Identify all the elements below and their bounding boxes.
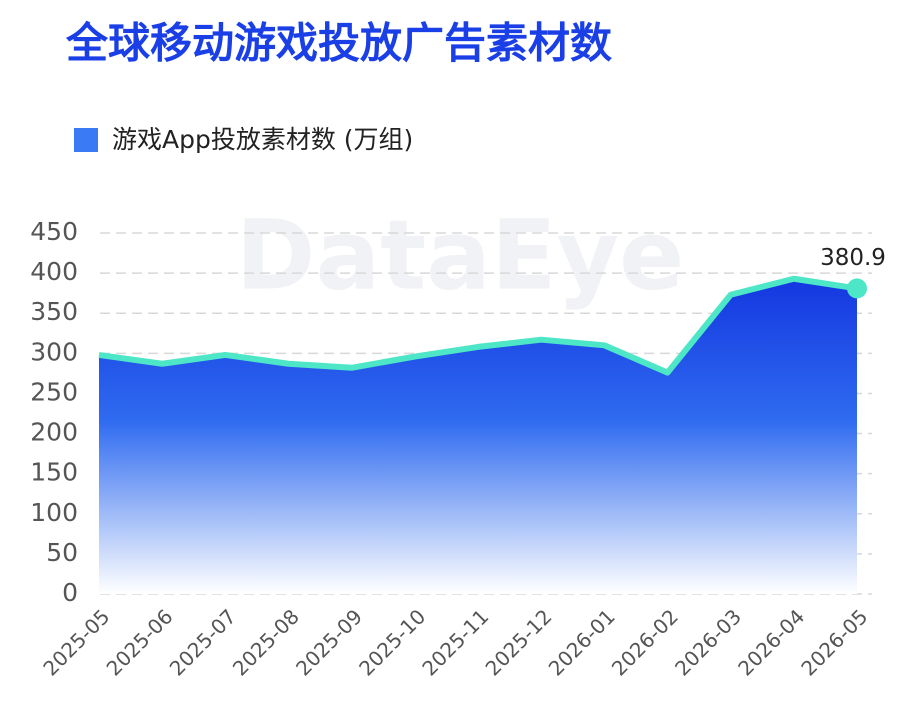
y-tick-label: 0 — [62, 578, 78, 607]
x-tick-label: 2025-11 — [417, 604, 493, 680]
y-tick-label: 250 — [30, 377, 78, 406]
area-line — [98, 275, 858, 376]
y-tick-label: 450 — [30, 217, 78, 246]
x-tick-label: 2026-04 — [733, 604, 809, 680]
x-tick-label: 2025-12 — [481, 604, 557, 680]
y-tick-label: 50 — [46, 538, 78, 567]
x-tick-label: 2025-05 — [38, 604, 114, 680]
chart-title: 全球移动游戏投放广告素材数 — [65, 19, 612, 68]
y-tick-label: 150 — [30, 458, 78, 487]
end-marker — [847, 278, 867, 299]
legend-label: 游戏App投放素材数 (万组) — [112, 125, 413, 154]
y-tick-label: 400 — [30, 257, 78, 286]
x-tick-label: 2025-06 — [102, 604, 178, 680]
area-fill — [99, 278, 857, 594]
x-tick-label: 2025-10 — [354, 604, 430, 680]
y-tick-label: 200 — [30, 418, 78, 447]
x-tick-label: 2026-05 — [796, 604, 872, 680]
y-tick-label: 300 — [30, 337, 78, 366]
y-tick-label: 350 — [30, 297, 78, 326]
legend-swatch — [74, 128, 98, 152]
x-tick-label: 2025-09 — [291, 604, 367, 680]
data-label: 380.9 — [820, 245, 886, 271]
x-tick-label: 2025-08 — [228, 604, 304, 680]
x-tick-label: 2026-02 — [607, 604, 683, 680]
x-tick-label: 2026-03 — [670, 604, 746, 680]
y-tick-label: 100 — [30, 498, 78, 527]
x-tick-label: 2026-01 — [544, 604, 620, 680]
watermark: DataEye — [236, 199, 684, 311]
x-tick-label: 2025-07 — [165, 604, 241, 680]
